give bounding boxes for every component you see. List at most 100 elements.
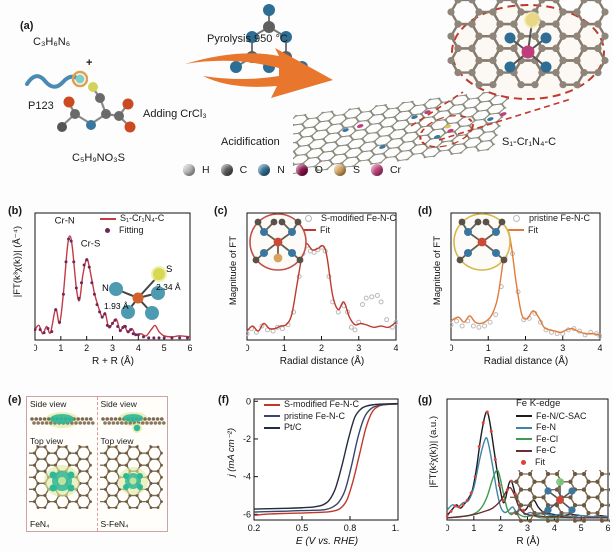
panel-g-label: (g) bbox=[418, 394, 433, 406]
svg-text:0.5: 0.5 bbox=[296, 523, 309, 533]
line-swatch-icon bbox=[264, 426, 280, 429]
atom-symbol: N bbox=[277, 164, 285, 176]
panel-f-plot: 0.2 0.5 0.8 1.1 0 -2 -4 -6 bbox=[238, 396, 404, 541]
legend-label: S-modified Fe-N-C bbox=[321, 213, 397, 223]
fen4-label: FeN₄ bbox=[30, 519, 50, 529]
panel-g-plot: 0 1 2 3 4 5 6 bbox=[444, 396, 611, 541]
panel-g-legend: Fe K-edge Fe-N/C-SAC Fe-N Fe-Cl Fe-C Fit bbox=[516, 398, 587, 468]
s-atom-icon bbox=[333, 164, 346, 176]
panel-a-label: (a) bbox=[20, 20, 34, 32]
atom-symbol: O bbox=[314, 164, 323, 176]
legend-label: Fit bbox=[535, 456, 545, 467]
line-swatch-icon bbox=[508, 229, 524, 232]
legend-item: Fe-C bbox=[516, 445, 587, 457]
legend-label: S-modified Fe-N-C bbox=[284, 399, 360, 409]
legend-item: Fe-N bbox=[516, 422, 587, 434]
legend-item: Fitting bbox=[100, 225, 164, 237]
fen4-side-view bbox=[30, 412, 95, 428]
side-view-label: Side view bbox=[100, 399, 137, 409]
cr-atom-icon bbox=[370, 164, 383, 176]
legend-item: pristine Fe-N-C bbox=[264, 411, 359, 423]
svg-text:0: 0 bbox=[246, 343, 250, 353]
svg-text:1: 1 bbox=[282, 343, 287, 353]
p123-polymer bbox=[25, 70, 88, 89]
product-label: S₁-Cr₁N₄-C bbox=[502, 136, 557, 148]
svg-text:-4: -4 bbox=[243, 472, 251, 482]
line-swatch-icon bbox=[300, 229, 316, 232]
legend-item: Fit bbox=[508, 225, 590, 237]
legend-label: S₁-Cr₁N₄-C bbox=[120, 213, 165, 223]
sfen4-side-view bbox=[100, 412, 166, 433]
svg-text:0: 0 bbox=[246, 396, 251, 406]
chart-f-svg: 0.2 0.5 0.8 1.1 0 -2 -4 -6 bbox=[243, 396, 404, 533]
plus-sign: + bbox=[86, 57, 93, 69]
panel-c-inset bbox=[249, 213, 307, 271]
panel-b-xlabel: R + R (Å) bbox=[92, 356, 134, 367]
svg-text:2: 2 bbox=[319, 343, 324, 353]
svg-text:1.1: 1.1 bbox=[392, 523, 400, 533]
melamine-formula: C₃H₆N₆ bbox=[33, 36, 71, 48]
panel-d-inset bbox=[453, 213, 511, 271]
svg-text:3: 3 bbox=[560, 343, 565, 353]
svg-text:1.93 Å: 1.93 Å bbox=[104, 301, 129, 311]
panel-g: (g) |FT(k²χ(k))| (a.u.) 0 1 2 3 4 5 6 R (Å) Fe… bbox=[412, 388, 613, 552]
scatter-swatch-icon bbox=[513, 215, 520, 223]
panel-c-ylabel: Magnitude of FT bbox=[228, 236, 239, 306]
line-swatch-icon bbox=[516, 415, 532, 418]
svg-text:4: 4 bbox=[393, 343, 398, 353]
svg-text:1: 1 bbox=[486, 343, 491, 353]
side-view-label: Side view bbox=[30, 399, 67, 409]
panel-d-label: (d) bbox=[418, 205, 433, 217]
legend-title: Fe K-edge bbox=[516, 398, 561, 409]
pyrolysis-arrow-icon bbox=[185, 48, 333, 98]
panel-e-fen4-column: Side view Top view FeN₄ bbox=[27, 397, 97, 531]
svg-text:0.2: 0.2 bbox=[248, 523, 261, 533]
legend-item: Fit bbox=[516, 457, 587, 469]
top-view-label: Top view bbox=[30, 436, 64, 446]
svg-text:0: 0 bbox=[34, 343, 38, 353]
svg-text:-2: -2 bbox=[243, 434, 251, 444]
svg-text:6: 6 bbox=[605, 523, 610, 533]
panel-d-legend: pristine Fe-N-C Fit bbox=[508, 213, 590, 236]
atom-symbol: C bbox=[239, 164, 248, 176]
svg-text:Cr-S: Cr-S bbox=[81, 238, 101, 249]
svg-text:S: S bbox=[166, 264, 172, 275]
panel-b-label: (b) bbox=[8, 205, 23, 217]
panel-c: (c) Magnitude of FT 0 1 2 3 4 Radial distanc… bbox=[208, 200, 408, 376]
legend-item: Pt/C bbox=[264, 422, 359, 434]
legend-item: Fit bbox=[300, 225, 396, 237]
panel-e: (e) Side view Top view FeN₄ bbox=[4, 388, 204, 552]
line-swatch-icon bbox=[516, 426, 532, 429]
line-swatch-icon bbox=[264, 403, 280, 406]
p123-label: P123 bbox=[28, 100, 54, 112]
svg-text:1: 1 bbox=[58, 343, 63, 353]
panel-c-label: (c) bbox=[214, 205, 228, 217]
panel-d: (d) Magnitude of FT 0 1 2 3 4 Radial distanc… bbox=[412, 200, 612, 376]
n-atom-icon bbox=[258, 164, 271, 176]
nac-formula: C₅H₉NO₃S bbox=[72, 152, 125, 164]
svg-text:2.34 Å: 2.34 Å bbox=[156, 282, 181, 292]
sfen4-label: S-FeN₄ bbox=[100, 519, 129, 529]
svg-text:3: 3 bbox=[356, 343, 361, 353]
panel-e-sfen4-column: Side view Top view S-FeN₄ bbox=[96, 397, 168, 531]
scatter-swatch-icon bbox=[305, 215, 312, 223]
panel-c-legend: S-modified Fe-N-C Fit bbox=[300, 213, 396, 236]
panel-g-ylabel: |FT(k²χ(k))| (a.u.) bbox=[428, 416, 439, 488]
svg-text:5: 5 bbox=[162, 343, 167, 353]
dots-swatch-icon bbox=[105, 227, 110, 233]
legend-label: Fe-Cl bbox=[536, 433, 558, 444]
svg-text:3: 3 bbox=[110, 343, 115, 353]
panel-f-ylabel: j (mA cm⁻²) bbox=[226, 428, 237, 477]
dots-swatch-icon bbox=[521, 459, 526, 465]
legend-label: Fitting bbox=[119, 224, 144, 235]
o-atom-icon bbox=[295, 164, 308, 176]
c-atom-icon bbox=[220, 164, 233, 176]
nac-molecule bbox=[57, 82, 136, 133]
svg-text:N: N bbox=[102, 283, 109, 294]
atom-legend: H C N O S Cr bbox=[183, 164, 405, 176]
adding-crcl3-label: Adding CrCl₃ bbox=[143, 108, 207, 120]
chart-g-svg: 0 1 2 3 4 5 6 bbox=[444, 398, 611, 533]
svg-text:-6: -6 bbox=[243, 509, 251, 519]
fen4-top-view bbox=[29, 445, 92, 509]
